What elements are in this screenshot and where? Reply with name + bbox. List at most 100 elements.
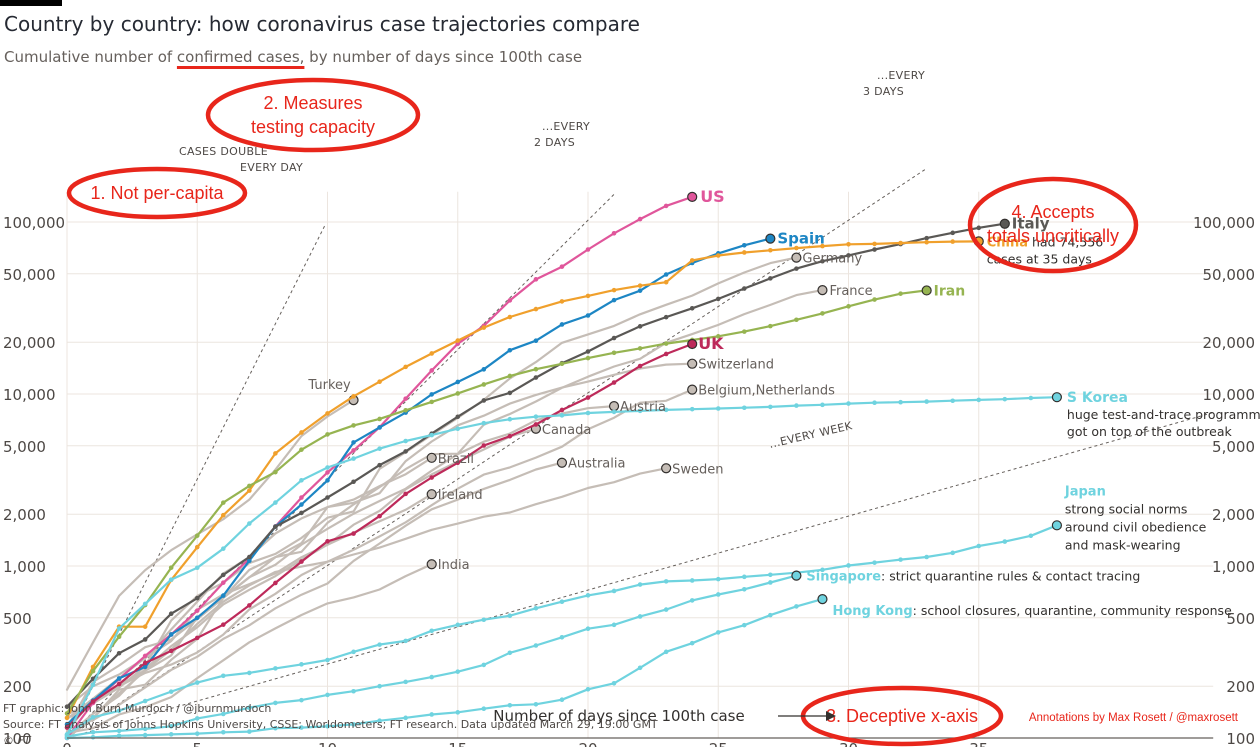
point-uk	[273, 580, 278, 586]
point-japan	[898, 557, 903, 562]
point-s-korea	[820, 402, 825, 408]
label-name-sweden: Sweden	[672, 462, 723, 477]
series-lines	[64, 191, 1063, 741]
point-japan	[663, 579, 669, 584]
x-axis-label: Number of days since 100th case	[493, 707, 744, 725]
point-china	[403, 364, 408, 370]
guide-label: ...EVERY	[542, 120, 590, 133]
point-iran	[403, 407, 408, 413]
subtitle-underlined-text: confirmed cases,	[176, 48, 305, 66]
point-italy	[715, 296, 721, 302]
label-sweden: Sweden	[672, 462, 723, 477]
point-s-korea	[559, 413, 565, 418]
point-spain	[299, 502, 304, 507]
endpoint-singapore	[791, 570, 802, 581]
label-japan: Japan	[1064, 484, 1106, 499]
point-hong-kong	[794, 604, 799, 609]
endpoint-ireland	[426, 489, 437, 500]
point-s-korea	[116, 626, 122, 631]
point-italy	[872, 247, 877, 252]
point-iran	[637, 346, 643, 351]
y-tick-label-right: 100,000	[1193, 214, 1255, 232]
point-italy	[299, 510, 304, 516]
guide-label: 2 DAYS	[534, 136, 575, 149]
point-japan	[611, 588, 617, 594]
point-iran	[742, 329, 747, 334]
point-spain	[611, 297, 617, 303]
point-us	[142, 653, 148, 659]
point-japan	[507, 613, 513, 619]
point-s-korea	[689, 406, 695, 412]
x-tick-label: 30	[839, 740, 858, 747]
point-china	[221, 512, 226, 518]
label-us: US	[700, 187, 725, 206]
point-japan	[950, 550, 955, 556]
point-china	[194, 544, 200, 550]
label-ireland: Ireland	[438, 488, 483, 503]
x-tick-label: 25	[709, 740, 728, 747]
point-china	[273, 451, 278, 456]
point-singapore	[715, 592, 721, 597]
point-italy	[846, 253, 851, 258]
point-japan	[168, 689, 174, 694]
point-china	[429, 351, 435, 356]
point-s-korea	[351, 456, 356, 461]
y-tick-label-left: 2,000	[3, 506, 46, 524]
point-hong-kong	[116, 733, 122, 739]
footer-graphic-credit: FT graphic: John Burn-Murdoch / @jburnmu…	[3, 702, 272, 715]
label-name-france: France	[829, 284, 872, 299]
point-singapore	[325, 692, 330, 698]
point-s-korea	[194, 565, 200, 571]
point-japan	[846, 563, 851, 568]
point-s-korea	[872, 400, 877, 406]
point-uk	[663, 351, 669, 357]
y-tick-label-right: 10,000	[1203, 386, 1256, 404]
brand-bar	[0, 0, 62, 6]
point-singapore	[90, 729, 96, 735]
endpoint-switzerland	[687, 358, 698, 369]
label-china: China had 74,556	[987, 234, 1104, 250]
guide-label: ...EVERY	[877, 69, 925, 82]
point-singapore	[663, 607, 669, 612]
point-us	[351, 448, 356, 453]
point-s-korea	[742, 405, 747, 411]
label-name-singapore: Singapore	[806, 570, 881, 585]
point-japan	[976, 543, 982, 549]
point-china	[247, 488, 252, 493]
y-tick-label-right: 200	[1226, 678, 1255, 696]
point-iran	[299, 447, 304, 452]
point-s-korea	[247, 521, 252, 526]
label-name-spain: Spain	[777, 230, 824, 248]
point-hong-kong	[507, 702, 513, 708]
chart-title: Country by country: how coronavirus case…	[4, 12, 640, 36]
point-italy	[142, 637, 148, 642]
point-s-korea	[533, 414, 539, 419]
point-singapore	[377, 683, 382, 689]
label-france: France	[829, 284, 872, 299]
point-hong-kong	[559, 697, 565, 702]
point-italy	[794, 266, 799, 271]
label-name-japan: Japan	[1064, 484, 1106, 499]
point-italy	[611, 335, 617, 341]
label-iran: Iran	[934, 283, 966, 299]
point-hong-kong	[768, 612, 773, 618]
point-uk	[611, 380, 617, 385]
point-us	[403, 396, 408, 401]
point-s-korea	[715, 406, 721, 411]
point-spain	[559, 322, 565, 327]
label-note-japan: strong social norms	[1065, 501, 1188, 516]
label-india: India	[438, 558, 470, 573]
point-japan	[325, 657, 330, 663]
point-japan	[637, 582, 643, 587]
point-iran	[611, 350, 617, 356]
point-uk	[507, 433, 513, 439]
point-singapore	[351, 688, 356, 694]
point-china	[820, 243, 825, 249]
point-singapore	[247, 705, 252, 711]
point-japan	[1028, 533, 1034, 539]
point-s-korea	[768, 404, 773, 410]
point-japan	[403, 638, 408, 644]
point-china	[950, 239, 955, 244]
point-china	[325, 411, 330, 416]
series-line-turkey	[65, 399, 355, 691]
